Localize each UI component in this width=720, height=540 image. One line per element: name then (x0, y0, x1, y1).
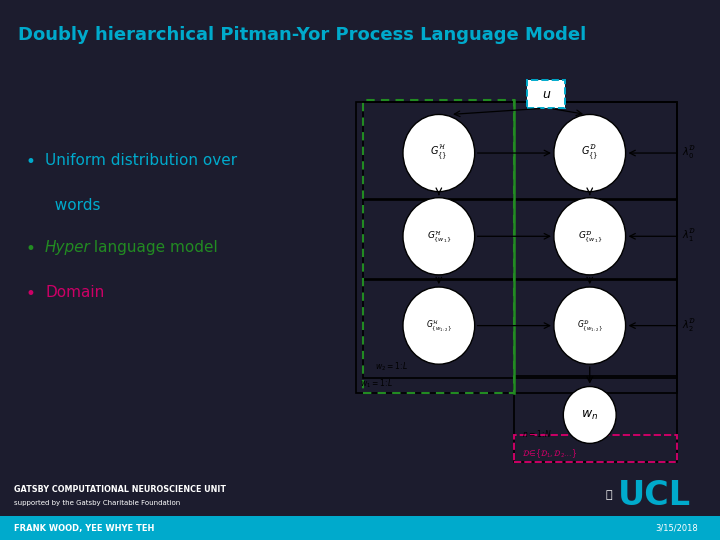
Text: $w_n$: $w_n$ (581, 408, 598, 422)
Bar (0, 516, 720, 540)
Text: Uniform distribution over: Uniform distribution over (45, 153, 237, 168)
Text: •: • (25, 240, 35, 258)
Text: UCL: UCL (618, 479, 691, 512)
Text: $G^{\mathcal{H}}_{\{w_{1:2}\}}$: $G^{\mathcal{H}}_{\{w_{1:2}\}}$ (426, 318, 452, 333)
Text: •: • (25, 153, 35, 171)
Text: $\mathcal{D}\!\in\!\{\mathcal{D}_1,\mathcal{D}_2\ldots\}$: $\mathcal{D}\!\in\!\{\mathcal{D}_1,\math… (522, 447, 577, 460)
Bar (356, 102, 677, 393)
Bar (364, 279, 677, 379)
Text: $n=1\!:\!N$: $n=1\!:\!N$ (522, 428, 552, 440)
Circle shape (554, 198, 626, 275)
Circle shape (403, 114, 474, 192)
Text: $G^{\mathcal{D}}_{\{\}}$: $G^{\mathcal{D}}_{\{\}}$ (581, 144, 598, 162)
Text: GATSBY COMPUTATIONAL NEUROSCIENCE UNIT: GATSBY COMPUTATIONAL NEUROSCIENCE UNIT (14, 484, 226, 494)
Text: ⛪: ⛪ (605, 490, 612, 500)
Text: •: • (25, 285, 35, 303)
Text: $G^{\mathcal{H}}_{\{w_1\}}$: $G^{\mathcal{H}}_{\{w_1\}}$ (427, 229, 451, 244)
Bar (364, 102, 677, 200)
Text: supported by the Gatsby Charitable Foundation: supported by the Gatsby Charitable Found… (14, 500, 181, 506)
Circle shape (554, 287, 626, 364)
Text: language model: language model (89, 240, 218, 255)
Text: $w_1=1\!:\!L$: $w_1=1\!:\!L$ (359, 377, 392, 390)
Bar (528, 80, 565, 109)
Text: $w_2=1\!:\!L$: $w_2=1\!:\!L$ (374, 361, 408, 373)
Text: FRANK WOOD, YEE WHYE TEH: FRANK WOOD, YEE WHYE TEH (14, 524, 155, 532)
Bar (514, 376, 677, 462)
Text: $G^{\mathcal{H}}_{\{\}}$: $G^{\mathcal{H}}_{\{\}}$ (430, 144, 448, 162)
Text: $\lambda^{\mathcal{D}}_2$: $\lambda^{\mathcal{D}}_2$ (682, 318, 696, 334)
Circle shape (563, 387, 616, 443)
Text: $u$: $u$ (541, 87, 551, 100)
Text: $G^{\mathcal{D}}_{\{w_1\}}$: $G^{\mathcal{D}}_{\{w_1\}}$ (577, 229, 602, 244)
Bar (364, 100, 514, 393)
Text: Hyper: Hyper (45, 240, 91, 255)
Text: Doubly hierarchical Pitman-Yor Process Language Model: Doubly hierarchical Pitman-Yor Process L… (18, 25, 586, 44)
Text: words: words (45, 198, 101, 213)
Text: 3/15/2018: 3/15/2018 (656, 524, 698, 532)
Bar (364, 199, 677, 280)
Text: $\lambda^{\mathcal{D}}_1$: $\lambda^{\mathcal{D}}_1$ (682, 228, 696, 244)
Text: $\lambda^{\mathcal{D}}_0$: $\lambda^{\mathcal{D}}_0$ (682, 145, 696, 161)
Circle shape (403, 287, 474, 364)
Bar (514, 435, 677, 462)
Text: $G^{\mathcal{D}}_{\{w_{1:2}\}}$: $G^{\mathcal{D}}_{\{w_{1:2}\}}$ (577, 318, 603, 333)
Text: Domain: Domain (45, 285, 104, 300)
Circle shape (554, 114, 626, 192)
Circle shape (403, 198, 474, 275)
